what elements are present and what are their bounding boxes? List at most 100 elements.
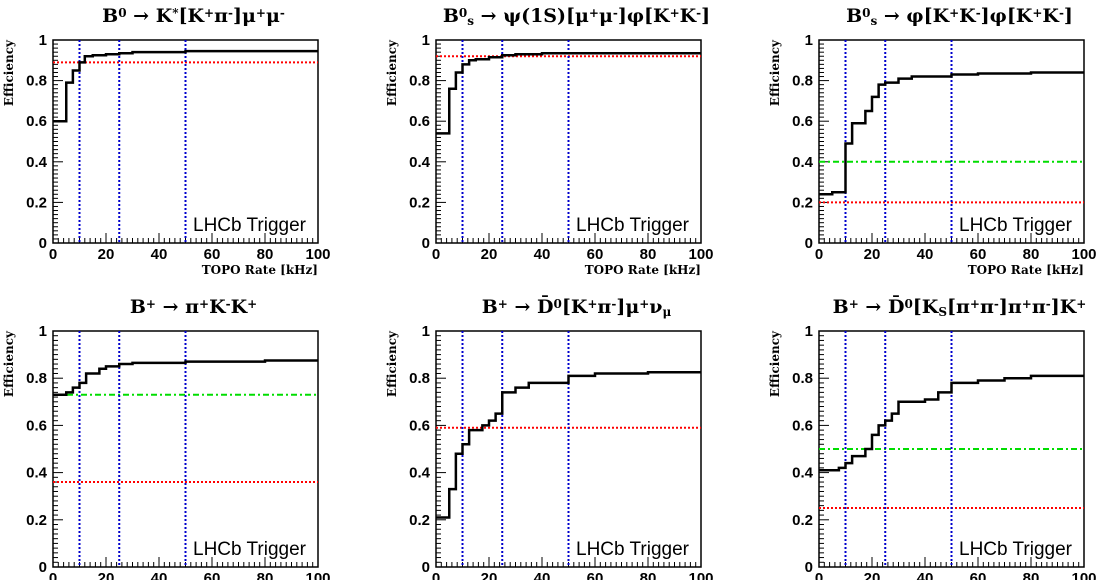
x-tick-label: 0 [49,570,57,580]
panel-4: B+ → π+K-K+00.20.40.60.81020406080100TOP… [2,296,331,580]
y-tick-label: 0.8 [409,73,430,90]
y-tick-label: 1 [805,323,813,340]
panel-3: B0s → φ[K+K-]φ[K+K-] 0 0.2 0.4 0.6 0.8 1 0 20 40 6… [768,5,1097,277]
x-tick-label: 40 [534,570,551,580]
y-tick-label: 1 [805,32,813,49]
lhcb-trigger-label: LHCb Trigger [193,539,307,560]
x-tick-label: 60 [587,246,604,263]
x-tick-label: 100 [1071,246,1096,263]
y-axis-label: Efficiency [2,330,16,397]
y-tick-label: 0.8 [26,73,47,90]
y-tick-label: 1 [422,32,430,49]
x-axis-label: TOPO Rate [kHz] [585,263,701,277]
y-tick-label: 0.4 [792,154,814,171]
lhcb-trigger-label: LHCb Trigger [959,539,1073,560]
x-tick-label: 60 [204,246,221,263]
y-tick-label: 0 [39,559,47,576]
x-tick-label: 60 [204,570,221,580]
x-tick-label: 60 [587,570,604,580]
y-tick-label: 1 [39,323,47,340]
panel-5: B+ → D̄0[K+π-]μ+νμ 0 0.2 0.4 0.6 0.8 1 0 20 40 60 8… [385,296,714,580]
lhcb-trigger-label: LHCb Trigger [959,215,1073,236]
y-tick-label: 1 [39,32,47,49]
efficiency-curve [819,71,1084,196]
x-axis-label: TOPO Rate [kHz] [968,263,1084,277]
panel-title: B+ → D̄0[K+π-]μ+νμ [482,296,672,319]
x-tick-label: 40 [917,246,934,263]
y-tick-label: 0.4 [792,465,814,482]
panel-1: B0 → K*[K+π-]μ+μ- 0 0.2 0.4 0.6 0.8 1 0 20 40 60 80… [2,5,331,277]
y-tick-label: 0.8 [792,73,813,90]
y-tick-label: 0.6 [792,113,813,130]
panel-6: B+ → D̄0[KS[π+π-]π+π-]K+ 0 0.2 0.4 0.6 0.8 1 0 2… [768,296,1097,580]
panel-title: B+ → π+K-K+ [130,296,257,318]
x-tick-label: 20 [98,570,115,580]
panel-title: B0 → K*[K+π-]μ+μ- [102,5,285,27]
x-tick-label: 80 [1023,246,1040,263]
x-tick-label: 40 [151,246,168,263]
efficiency-curve [819,374,1084,472]
y-tick-label: 0.6 [26,417,47,434]
x-tick-label: 60 [970,570,987,580]
x-tick-label: 20 [864,246,881,263]
lhcb-trigger-label: LHCb Trigger [193,215,307,236]
x-tick-label: 40 [534,246,551,263]
x-tick-label: 0 [815,246,823,263]
y-tick-label: 0.4 [409,465,431,482]
y-tick-label: 0.6 [26,113,47,130]
y-tick-label: 0 [805,559,813,576]
y-tick-label: 0.2 [792,194,813,211]
y-tick-label: 0.4 [26,154,48,171]
x-tick-label: 40 [151,570,168,580]
x-tick-label: 100 [305,570,330,580]
x-tick-label: 100 [688,570,713,580]
y-axis-label: Efficiency [768,39,782,106]
panel-title: B+ → D̄0[KS[π+π-]π+π-]K+ [833,296,1087,319]
lhcb-trigger-label: LHCb Trigger [576,215,690,236]
efficiency-curve [436,371,701,519]
x-tick-label: 0 [432,246,440,263]
x-tick-label: 100 [305,246,330,263]
y-tick-label: 0.2 [792,512,813,529]
x-tick-label: 20 [98,246,115,263]
y-tick-label: 1 [422,323,430,340]
efficiency-curve [53,49,318,123]
y-axis-label: Efficiency [385,39,399,106]
panel-2: B0s → ψ(1S)[μ+μ-]φ[K+K-] 0 0.2 0.4 0.6 0.8 1 0 2… [385,5,714,277]
y-tick-label: 0.2 [409,512,430,529]
x-tick-label: 100 [688,246,713,263]
y-axis-label: Efficiency [2,39,16,106]
y-tick-label: 0.2 [409,194,430,211]
efficiency-curve [53,359,318,396]
y-tick-label: 0.6 [409,113,430,130]
y-tick-label: 0.8 [26,370,47,387]
x-tick-label: 40 [917,570,934,580]
y-tick-label: 0.2 [26,194,47,211]
x-tick-label: 0 [49,246,57,263]
y-tick-label: 0.4 [26,465,48,482]
y-tick-label: 0.6 [792,417,813,434]
x-tick-label: 20 [864,570,881,580]
lhcb-trigger-label: LHCb Trigger [576,539,690,560]
y-tick-label: 0 [805,235,813,252]
y-axis-label: Efficiency [768,330,782,397]
efficiency-curve [436,51,701,135]
x-tick-label: 0 [432,570,440,580]
x-tick-label: 20 [481,570,498,580]
y-tick-label: 0.8 [792,370,813,387]
x-tick-label: 80 [257,570,274,580]
y-tick-label: 0.4 [409,154,431,171]
panel-title: B0s → φ[K+K-]φ[K+K-] [846,5,1073,28]
x-tick-label: 80 [640,246,657,263]
x-tick-label: 80 [1023,570,1040,580]
x-tick-label: 100 [1071,570,1096,580]
x-tick-label: 0 [815,570,823,580]
y-tick-label: 0 [422,235,430,252]
y-tick-label: 0.2 [26,512,47,529]
x-tick-label: 80 [257,246,274,263]
y-tick-label: 0 [422,559,430,576]
y-tick-label: 0.6 [409,417,430,434]
x-tick-label: 60 [970,246,987,263]
y-tick-label: 0.8 [409,370,430,387]
